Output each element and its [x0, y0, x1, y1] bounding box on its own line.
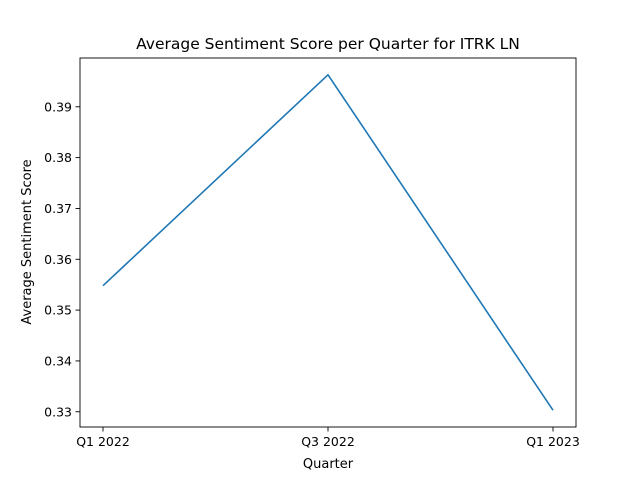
- y-tick-label: 0.36: [44, 252, 72, 267]
- axes-frame: [79, 57, 577, 428]
- x-tick-label: Q1 2023: [526, 434, 580, 449]
- x-tick-label: Q1 2022: [76, 434, 130, 449]
- plot-area: Q1 2022 Q3 2022 Q1 2023 0.33 0.34 0.35 0.36 0.3…: [44, 57, 580, 449]
- y-tick-label: 0.34: [44, 353, 72, 368]
- y-tick-label: 0.35: [44, 303, 72, 318]
- x-tick-label: Q3 2022: [301, 434, 355, 449]
- x-axis-label: Quarter: [303, 457, 354, 472]
- y-tick-label: 0.38: [44, 150, 72, 165]
- chart-title: Average Sentiment Score per Quarter for …: [136, 35, 520, 53]
- series-line: [102, 73, 554, 411]
- y-axis-label: Average Sentiment Score: [20, 159, 35, 324]
- y-tick-label: 0.37: [44, 201, 72, 216]
- y-tick-label: 0.33: [44, 404, 72, 419]
- y-tick-label: 0.39: [44, 99, 72, 114]
